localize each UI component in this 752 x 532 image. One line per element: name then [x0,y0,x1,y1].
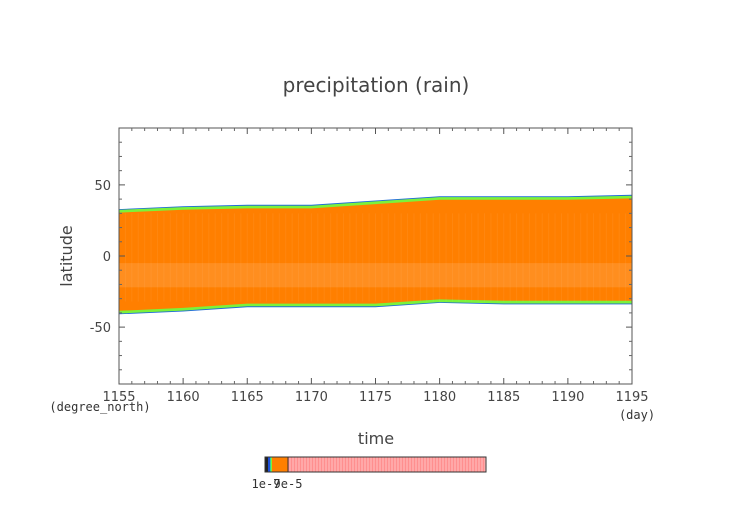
x-tick-label: 1190 [551,390,584,405]
x-tick-label: 1170 [295,390,328,405]
colorbar-swatch [270,457,271,472]
x-tick-label: 1165 [231,390,264,405]
chart-title: precipitation (rain) [283,73,470,97]
colorbar-swatch [288,457,486,472]
colorbar: 1e-79e-5 [252,456,487,491]
axis-ticks: 1155 1160 1165 1170 1175 1180 1185 1190 1195 50 0 -… [90,128,649,405]
y-unit-label: (degree_north) [49,400,150,414]
rain-band-equatorial-stripe [119,263,632,288]
x-unit-label: (day) [619,408,655,422]
x-tick-label: 1175 [359,390,392,405]
colorbar-swatch [271,457,272,472]
colorbar-label-max: 9e-5 [274,477,303,491]
colorbar-swatch [272,457,288,472]
y-tick-label: 0 [103,250,111,265]
x-tick-label: 1185 [487,390,520,405]
colorbar-swatch [268,457,270,472]
x-tick-label: 1195 [615,390,648,405]
x-tick-label: 1160 [167,390,200,405]
y-tick-label: 50 [94,179,111,194]
x-axis-label: time [358,429,394,448]
colorbar-label-min: 1e-7 [252,477,281,491]
y-axis-label: latitude [57,225,76,286]
rain-band-core [119,198,632,311]
x-tick-label: 1155 [102,390,135,405]
plot-area [118,194,633,315]
colorbar-swatch [265,457,268,472]
y-tick-label: -50 [90,321,111,336]
colorbar-frame [264,456,487,473]
x-tick-label: 1180 [423,390,456,405]
